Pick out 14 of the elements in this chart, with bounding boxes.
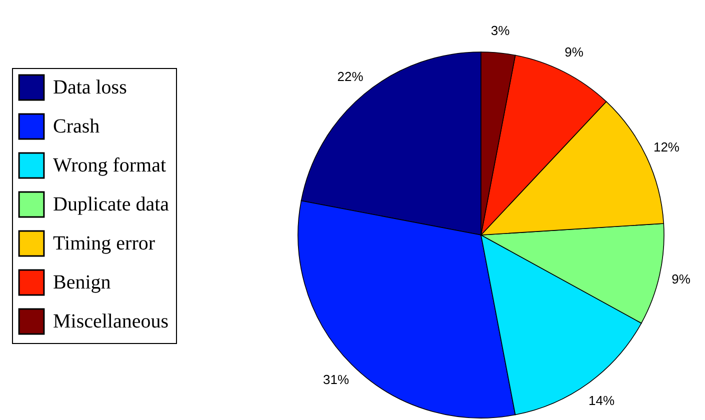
data-label: 9%: [672, 272, 691, 287]
legend-label: Crash: [53, 116, 100, 138]
legend-label: Miscellaneous: [53, 310, 169, 332]
data-label: 14%: [588, 392, 615, 408]
data-label: 9%: [564, 44, 584, 60]
legend-label: Duplicate data: [53, 194, 170, 216]
legend-label: Benign: [53, 272, 111, 294]
legend-label: Data loss: [53, 76, 128, 98]
legend-label: Timing error: [53, 232, 156, 254]
data-label: 12%: [653, 140, 680, 155]
data-label: 22%: [337, 69, 364, 84]
data-label: 3%: [490, 22, 510, 38]
legend-label: Wrong format: [53, 154, 166, 176]
data-label: 31%: [323, 372, 350, 387]
